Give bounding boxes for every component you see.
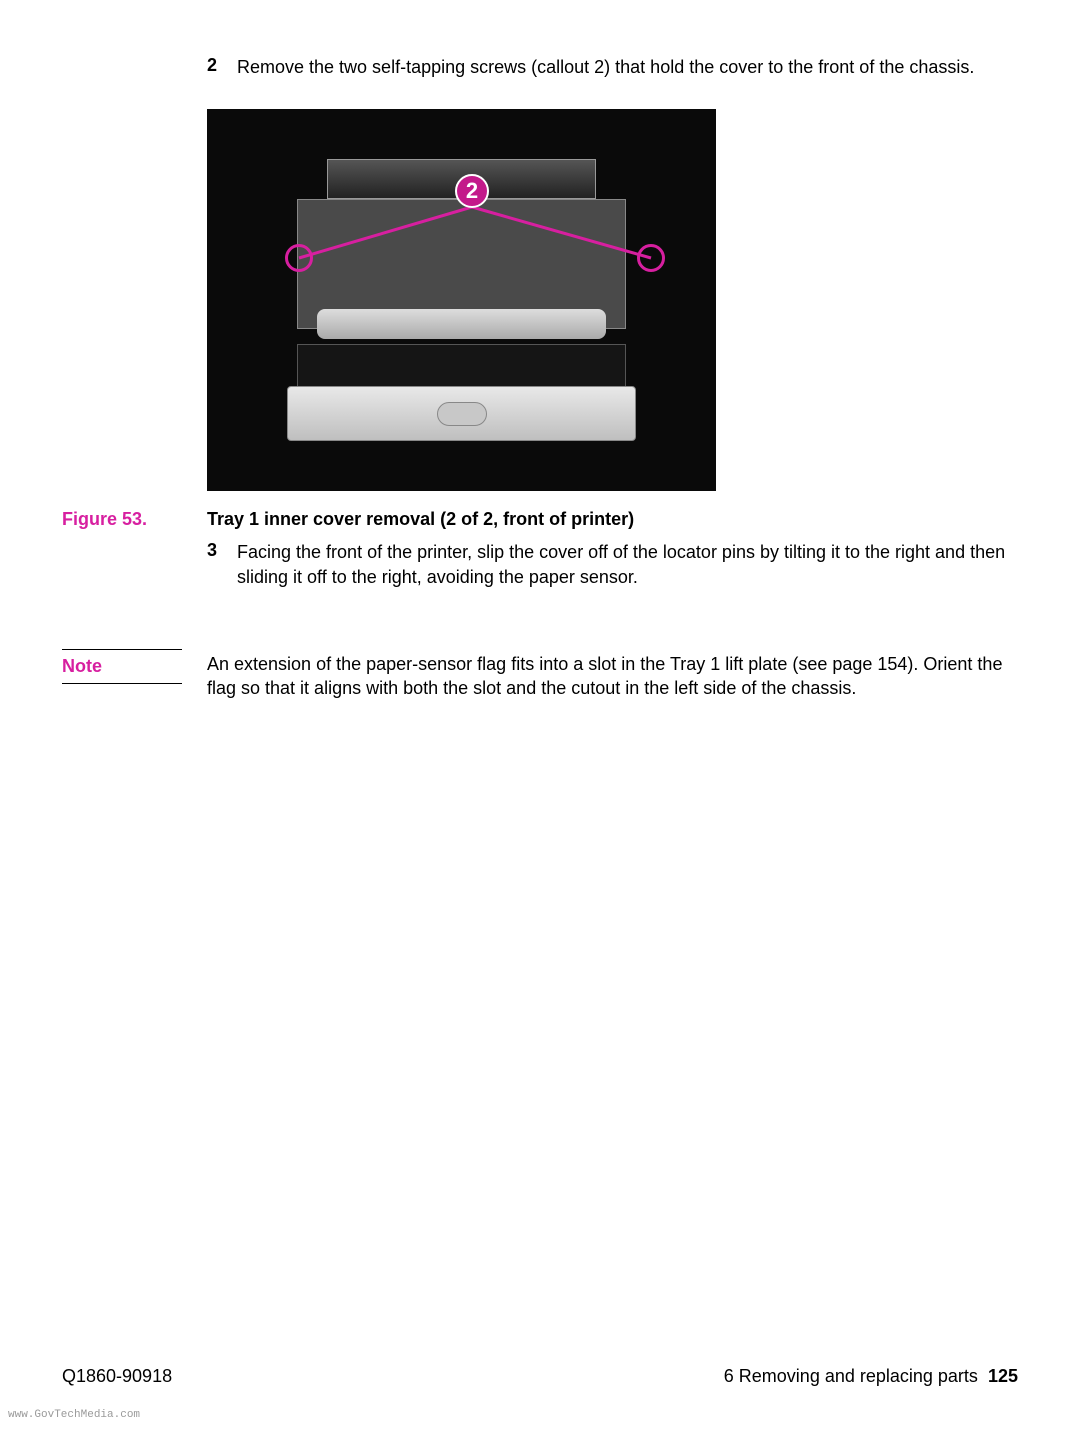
note-label: Note <box>62 649 182 684</box>
page-footer: Q1860-90918 6 Removing and replacing par… <box>62 1366 1018 1387</box>
footer-section-title: 6 Removing and replacing parts <box>724 1366 978 1386</box>
step-number: 3 <box>207 540 237 589</box>
step-text: Facing the front of the printer, slip th… <box>237 540 1018 589</box>
step-number: 2 <box>207 55 237 79</box>
figure-caption: Tray 1 inner cover removal (2 of 2, fron… <box>207 509 634 530</box>
printer-illustration <box>257 159 666 441</box>
instruction-step-2: 2 Remove the two self-tapping screws (ca… <box>207 55 1018 79</box>
instruction-step-3: 3 Facing the front of the printer, slip … <box>207 540 1018 589</box>
figure-caption-row: Figure 53. Tray 1 inner cover removal (2… <box>62 509 1018 530</box>
figure-image: 2 <box>207 109 716 491</box>
figure-label: Figure 53. <box>62 509 207 530</box>
note-block: Note An extension of the paper-sensor fl… <box>62 649 1018 701</box>
figure-53: 2 <box>207 109 1018 491</box>
footer-doc-number: Q1860-90918 <box>62 1366 172 1387</box>
footer-section: 6 Removing and replacing parts 125 <box>724 1366 1018 1387</box>
footer-page-number: 125 <box>988 1366 1018 1386</box>
watermark: www.GovTechMedia.com <box>8 1409 140 1421</box>
note-text: An extension of the paper-sensor flag fi… <box>207 649 1018 701</box>
step-text: Remove the two self-tapping screws (call… <box>237 55 1018 79</box>
